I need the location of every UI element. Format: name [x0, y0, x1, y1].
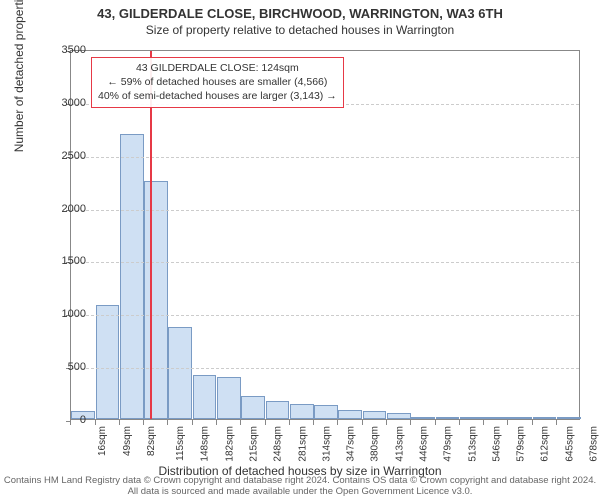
y-tick-label: 3000	[46, 97, 86, 109]
x-tick-label: 115sqm	[175, 426, 186, 461]
x-tick-label: 612sqm	[540, 426, 551, 462]
x-tick-mark	[119, 420, 120, 425]
histogram-bar	[484, 417, 508, 419]
histogram-bar	[557, 417, 581, 419]
y-tick-label: 2500	[46, 150, 86, 162]
page-title: 43, GILDERDALE CLOSE, BIRCHWOOD, WARRING…	[0, 6, 600, 21]
histogram-bar	[508, 417, 532, 419]
x-tick-mark	[483, 420, 484, 425]
x-tick-mark	[167, 420, 168, 425]
x-tick-label: 248sqm	[273, 426, 284, 462]
grid-line	[71, 262, 579, 263]
histogram-bar	[193, 375, 217, 419]
histogram-bar	[436, 417, 460, 419]
x-tick-mark	[240, 420, 241, 425]
x-tick-label: 413sqm	[394, 426, 405, 462]
histogram-bar	[168, 327, 192, 419]
x-tick-label: 314sqm	[321, 426, 332, 462]
histogram-bar	[460, 417, 484, 419]
x-tick-mark	[435, 420, 436, 425]
histogram-bar	[411, 417, 435, 419]
page-subtitle: Size of property relative to detached ho…	[0, 23, 600, 37]
x-tick-mark	[216, 420, 217, 425]
histogram-bar	[387, 413, 411, 419]
grid-line	[71, 368, 579, 369]
x-tick-mark	[289, 420, 290, 425]
x-tick-label: 446sqm	[419, 426, 430, 462]
x-tick-mark	[386, 420, 387, 425]
y-tick-label: 500	[46, 361, 86, 373]
x-tick-mark	[532, 420, 533, 425]
histogram-bar	[241, 396, 265, 419]
x-tick-label: 579sqm	[516, 426, 527, 462]
x-tick-mark	[507, 420, 508, 425]
x-tick-label: 546sqm	[491, 426, 502, 462]
annotation-line-1: 43 GILDERDALE CLOSE: 124sqm	[98, 61, 337, 75]
x-tick-label: 281sqm	[297, 426, 308, 462]
x-tick-mark	[192, 420, 193, 425]
x-tick-mark	[313, 420, 314, 425]
x-tick-mark	[70, 420, 71, 425]
histogram-bar	[338, 410, 362, 420]
x-tick-mark	[459, 420, 460, 425]
histogram-bar	[144, 181, 168, 419]
x-tick-mark	[556, 420, 557, 425]
x-tick-label: 49sqm	[122, 426, 133, 456]
x-tick-label: 513sqm	[467, 426, 478, 462]
y-axis-label: Number of detached properties	[12, 0, 26, 152]
credits-text: Contains HM Land Registry data © Crown c…	[0, 475, 600, 497]
y-tick-label: 1500	[46, 255, 86, 267]
x-tick-label: 182sqm	[224, 426, 235, 462]
histogram-bar	[533, 417, 557, 419]
histogram-bar	[266, 401, 290, 419]
histogram-bar	[120, 134, 144, 419]
y-tick-label: 0	[46, 414, 86, 426]
grid-line	[71, 210, 579, 211]
histogram-bar	[96, 305, 120, 419]
y-tick-label: 2000	[46, 203, 86, 215]
x-tick-label: 479sqm	[443, 426, 454, 462]
x-tick-mark	[143, 420, 144, 425]
x-tick-label: 82sqm	[146, 426, 157, 456]
x-tick-label: 347sqm	[346, 426, 357, 462]
annotation-line-3: 40% of semi-detached houses are larger (…	[98, 89, 337, 103]
x-tick-mark	[95, 420, 96, 425]
x-tick-label: 678sqm	[589, 426, 600, 462]
histogram-bar	[217, 377, 241, 419]
x-tick-label: 16sqm	[97, 426, 108, 456]
x-tick-mark	[265, 420, 266, 425]
chart-plot-area: 43 GILDERDALE CLOSE: 124sqm ← 59% of det…	[70, 50, 580, 420]
x-tick-mark	[362, 420, 363, 425]
y-tick-label: 1000	[46, 308, 86, 320]
histogram-bar	[314, 405, 338, 419]
x-tick-mark	[337, 420, 338, 425]
annotation-line-2: ← 59% of detached houses are smaller (4,…	[98, 75, 337, 89]
x-tick-mark	[410, 420, 411, 425]
x-tick-label: 645sqm	[564, 426, 575, 462]
annotation-box: 43 GILDERDALE CLOSE: 124sqm ← 59% of det…	[91, 57, 344, 108]
x-tick-label: 380sqm	[370, 426, 381, 462]
histogram-bar	[290, 404, 314, 419]
grid-line	[71, 315, 579, 316]
histogram-bar	[363, 411, 387, 419]
grid-line	[71, 157, 579, 158]
x-tick-label: 215sqm	[249, 426, 260, 462]
x-tick-label: 148sqm	[200, 426, 211, 462]
y-tick-label: 3500	[46, 44, 86, 56]
